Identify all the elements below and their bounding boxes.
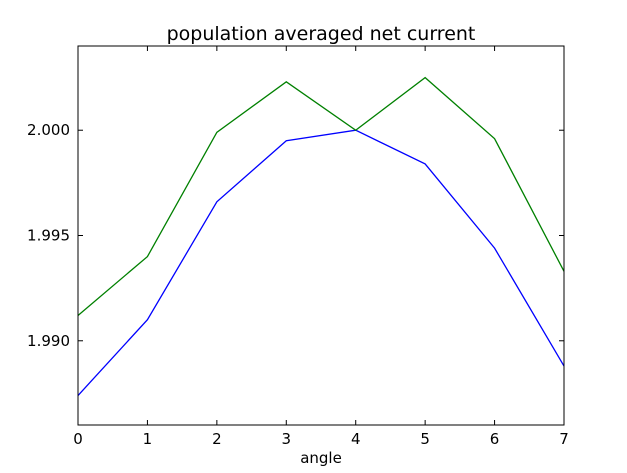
x-tick-label: 2 xyxy=(212,430,222,448)
x-tick-label: 4 xyxy=(351,430,361,448)
y-axis: 1.990 1.995 2.000 xyxy=(27,121,564,350)
x-tick-label: 5 xyxy=(420,430,430,448)
y-tick-label: 1.990 xyxy=(27,332,70,350)
series-line-1 xyxy=(77,129,565,396)
y-tick-label: 2.000 xyxy=(27,121,70,139)
series-layer xyxy=(77,76,565,396)
x-tick-label: 3 xyxy=(282,430,292,448)
y-tick-label: 1.995 xyxy=(27,227,70,245)
x-tick-label: 6 xyxy=(490,430,500,448)
chart-title: population averaged net current xyxy=(167,23,476,45)
series-line-2 xyxy=(77,76,565,317)
x-tick-label: 1 xyxy=(143,430,153,448)
x-tick-label: 0 xyxy=(73,430,83,448)
x-tick-label: 7 xyxy=(559,430,569,448)
x-axis: 0 1 2 3 4 5 6 7 xyxy=(73,46,569,448)
x-axis-label: angle xyxy=(300,449,342,467)
